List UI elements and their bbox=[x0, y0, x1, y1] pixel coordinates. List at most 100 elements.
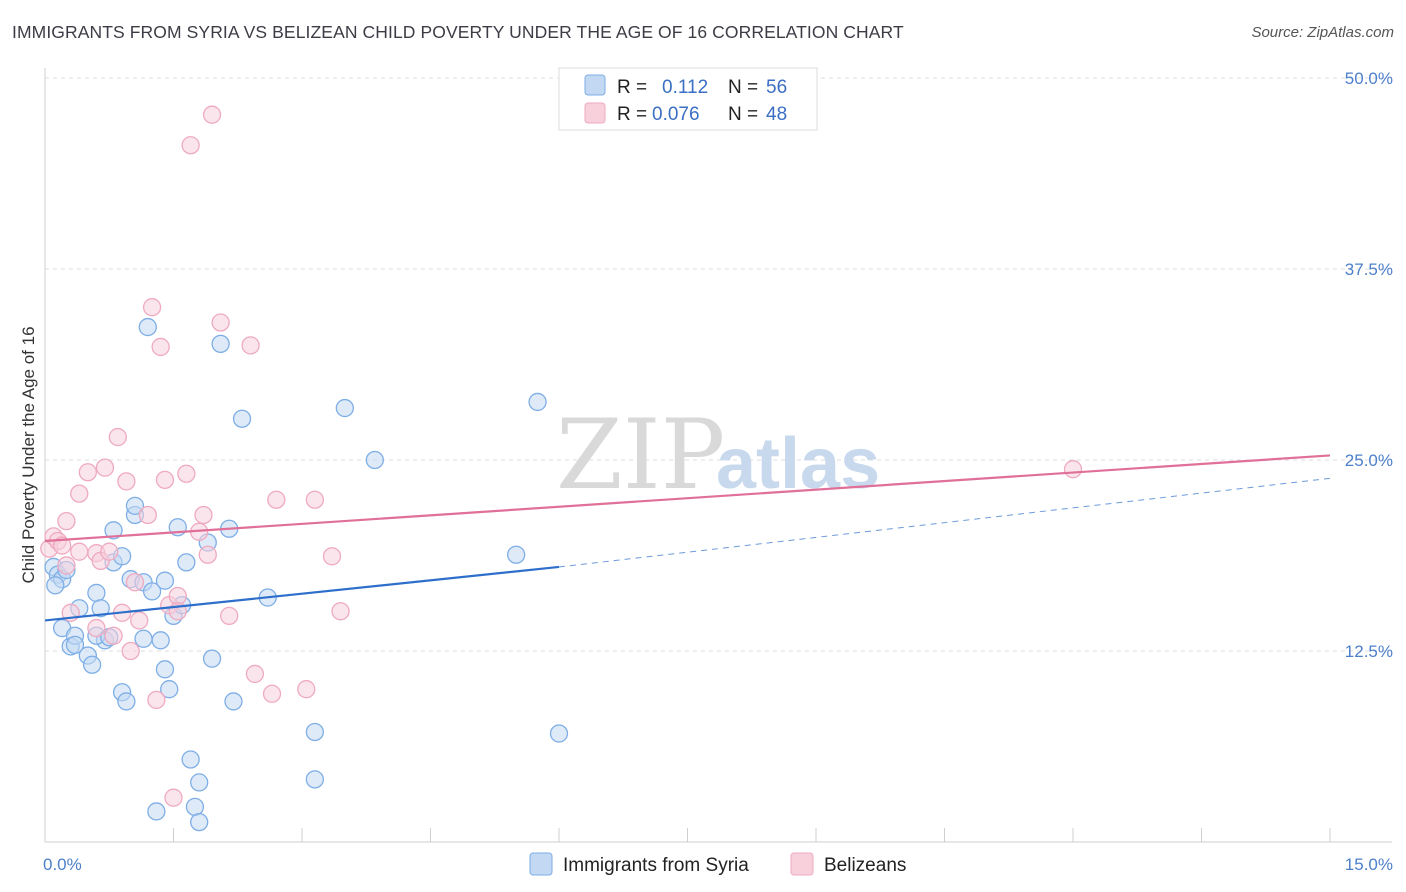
point-syria bbox=[549, 724, 569, 743]
watermark: ZIP atlas bbox=[556, 399, 880, 511]
point-belizeans bbox=[168, 586, 187, 606]
point-belizeans bbox=[87, 618, 106, 638]
point-belizeans bbox=[194, 505, 213, 525]
legend-r-label-syria: R = bbox=[617, 77, 647, 98]
series-legend: Immigrants from Syria Belizeans bbox=[529, 852, 906, 876]
point-syria bbox=[305, 722, 325, 742]
y-tick-label: 37.5% bbox=[1345, 260, 1393, 279]
point-belizeans bbox=[1063, 460, 1083, 479]
point-belizeans bbox=[104, 626, 123, 645]
y-tick-label: 12.5% bbox=[1345, 642, 1393, 661]
y-axis-label: Child Poverty Under the Age of 16 bbox=[19, 326, 38, 583]
point-belizeans bbox=[241, 336, 260, 355]
point-belizeans bbox=[202, 105, 222, 124]
point-belizeans bbox=[262, 684, 282, 703]
series-legend-swatch-belizeans bbox=[790, 852, 814, 876]
trend-line-belizeans bbox=[44, 454, 1331, 543]
point-syria bbox=[138, 317, 157, 337]
point-belizeans bbox=[322, 547, 342, 566]
point-syria bbox=[82, 655, 102, 674]
point-belizeans bbox=[57, 556, 76, 575]
point-syria bbox=[65, 635, 85, 655]
point-syria bbox=[155, 660, 175, 679]
y-tick-label: 50.0% bbox=[1345, 69, 1393, 88]
point-belizeans bbox=[198, 545, 217, 564]
point-syria bbox=[147, 802, 166, 821]
trend-line-syria bbox=[44, 565, 560, 622]
point-belizeans bbox=[331, 602, 350, 621]
legend-n-label-belizeans: N = bbox=[728, 104, 758, 125]
legend-r-value-belizeans: 0.076 bbox=[652, 104, 700, 125]
legend-swatch-syria bbox=[584, 74, 606, 96]
point-syria bbox=[305, 770, 325, 789]
point-belizeans bbox=[181, 136, 200, 155]
x-tick-label: 0.0% bbox=[43, 855, 82, 874]
trend-line-syria-extension bbox=[558, 477, 1331, 568]
point-syria bbox=[177, 553, 196, 572]
point-belizeans bbox=[70, 484, 89, 503]
point-syria bbox=[211, 334, 230, 354]
gridlines bbox=[45, 77, 1392, 652]
point-syria bbox=[528, 392, 547, 412]
point-syria bbox=[181, 750, 200, 769]
x-tick-label: 15.0% bbox=[1345, 855, 1393, 874]
point-belizeans bbox=[52, 536, 72, 555]
point-syria bbox=[46, 576, 65, 595]
watermark-zip: ZIP bbox=[556, 399, 725, 511]
point-belizeans bbox=[164, 788, 183, 807]
point-syria bbox=[185, 797, 205, 817]
point-syria bbox=[335, 398, 354, 418]
point-belizeans bbox=[211, 313, 230, 332]
data-points bbox=[40, 105, 1083, 832]
point-syria bbox=[87, 583, 106, 603]
point-syria bbox=[117, 692, 136, 711]
point-syria bbox=[365, 450, 384, 470]
point-syria bbox=[91, 599, 110, 618]
point-syria bbox=[104, 521, 123, 540]
point-syria bbox=[160, 680, 179, 699]
point-belizeans bbox=[130, 611, 149, 630]
point-belizeans bbox=[125, 573, 145, 592]
legend-n-value-belizeans: 48 bbox=[766, 104, 787, 125]
point-belizeans bbox=[267, 490, 286, 509]
y-tick-label: 25.0% bbox=[1345, 451, 1393, 470]
point-belizeans bbox=[57, 511, 76, 531]
point-syria bbox=[155, 571, 175, 590]
point-syria bbox=[232, 409, 252, 428]
point-belizeans bbox=[142, 298, 162, 317]
point-belizeans bbox=[100, 542, 119, 561]
point-belizeans bbox=[305, 490, 325, 509]
point-belizeans bbox=[147, 690, 166, 710]
point-belizeans bbox=[78, 463, 97, 482]
point-belizeans bbox=[95, 458, 115, 477]
legend-r-label-belizeans: R = bbox=[617, 104, 647, 125]
series-legend-swatch-syria bbox=[529, 852, 553, 876]
point-syria bbox=[202, 649, 222, 668]
point-syria bbox=[151, 631, 170, 650]
point-belizeans bbox=[117, 472, 136, 491]
point-belizeans bbox=[220, 606, 239, 626]
point-syria bbox=[507, 545, 526, 564]
chart-title: IMMIGRANTS FROM SYRIA VS BELIZEAN CHILD … bbox=[12, 22, 904, 42]
chart-source: Source: ZipAtlas.com bbox=[1251, 24, 1394, 41]
x-tick-labels: 0.0% 15.0% bbox=[43, 855, 1393, 874]
legend-swatch-belizeans bbox=[584, 102, 606, 124]
point-belizeans bbox=[177, 464, 196, 483]
legend-n-value-syria: 56 bbox=[766, 77, 787, 98]
point-syria bbox=[224, 692, 243, 711]
point-belizeans bbox=[151, 337, 170, 357]
point-syria bbox=[190, 812, 209, 832]
series-legend-label-syria: Immigrants from Syria bbox=[563, 855, 749, 876]
point-syria bbox=[125, 496, 145, 515]
point-belizeans bbox=[297, 680, 316, 699]
point-belizeans bbox=[138, 505, 157, 525]
point-belizeans bbox=[70, 542, 89, 561]
watermark-atlas: atlas bbox=[716, 424, 880, 504]
trend-lines bbox=[44, 454, 1331, 622]
y-tick-labels: 12.5% 25.0% 37.5% 50.0% bbox=[1345, 69, 1393, 661]
legend-r-value-syria: 0.112 bbox=[662, 77, 708, 98]
point-belizeans bbox=[108, 427, 127, 447]
point-syria bbox=[134, 629, 153, 648]
legend-n-label-syria: N = bbox=[728, 77, 758, 98]
